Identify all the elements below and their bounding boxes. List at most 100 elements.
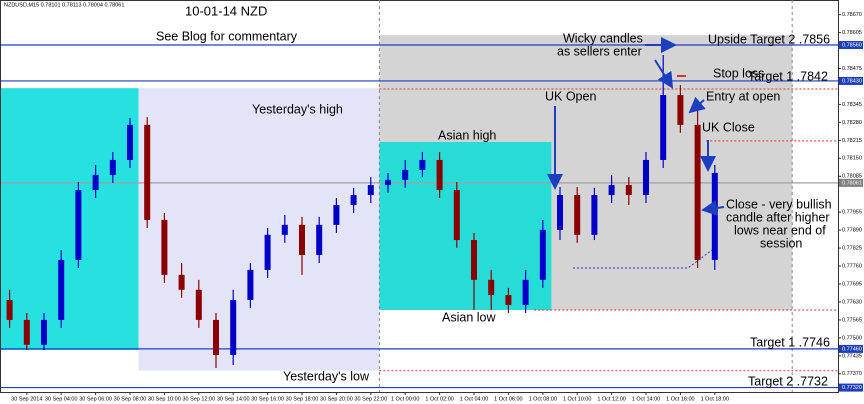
zone (138, 88, 380, 371)
annotation: UK Open (545, 89, 596, 103)
price-tag (839, 76, 863, 85)
annotations: NZDUSD,M15 0.78101 0.78113 0.78004 0.780… (4, 2, 832, 388)
y-tick-label: 0.78085 (842, 174, 862, 180)
x-tick-label: 30 Sep 20:00 (320, 396, 353, 402)
x-tick-label: 30 Sep 12:00 (182, 396, 215, 402)
x-tick-label: 30 Sep 06:00 (79, 396, 112, 402)
y-tick-label: 0.77955 (842, 210, 862, 216)
x-tick-label: 30 Sep 22:00 (354, 396, 387, 402)
arrow (701, 200, 725, 216)
candle-body (92, 174, 99, 191)
candle-body (385, 179, 391, 186)
y-tick-label: 0.78605 (842, 30, 862, 36)
candle-body (694, 124, 701, 260)
x-tick-label: 1 Oct 00:00 (391, 396, 419, 402)
x-tick-label: 1 Oct 08:00 (529, 396, 557, 402)
candle-body (127, 124, 133, 160)
y-tick-label: 0.78670 (842, 12, 862, 18)
candle-body (591, 195, 598, 235)
candle-body (350, 195, 357, 205)
candle-body (144, 124, 151, 220)
y-tick-label: 0.77370 (842, 371, 862, 377)
candle-body (677, 95, 684, 125)
annotation: Target 1 .7842 (748, 69, 828, 83)
candle-body (299, 224, 305, 255)
candle-body (471, 240, 477, 280)
symbol-info: NZDUSD,M15 0.78101 0.78113 0.78004 0.780… (4, 2, 124, 8)
y-tick-label: 0.78475 (842, 66, 862, 72)
y-tick-label: 0.77825 (842, 246, 862, 252)
annotation: Target 2 .7732 (748, 374, 828, 388)
candle-body (608, 185, 615, 196)
candle-body (625, 185, 632, 196)
y-tick-label: 0.78345 (842, 102, 862, 108)
price-tag (839, 41, 863, 50)
y-tick-label: 0.77890 (842, 228, 862, 234)
price-tag-label: 0.78560 (842, 42, 862, 48)
candle-body (436, 159, 443, 191)
candle-body (539, 229, 546, 280)
x-tick-label: 1 Oct 06:00 (494, 396, 522, 402)
annotation: UK Close (702, 120, 755, 134)
x-tick-label: 30 Sep 2014 (11, 396, 42, 402)
annotation: Yesterday's high (252, 102, 343, 116)
candle-body (230, 300, 237, 355)
candle-body (522, 279, 529, 305)
x-tick-label: 30 Sep 16:00 (251, 396, 284, 402)
chart-title: 10-01-14 NZD (185, 3, 267, 18)
candle-body (574, 195, 581, 235)
y-tick-label: 0.77435 (842, 353, 862, 359)
candle-body (316, 224, 323, 255)
annotation: Stop loss (713, 66, 764, 80)
candle-body (488, 279, 495, 296)
annotation: Upside Target 2 .7856 (708, 32, 830, 46)
candle-body (178, 274, 185, 290)
candle-body (367, 185, 374, 196)
candle-body (264, 234, 271, 270)
candle-body (505, 295, 512, 305)
y-tick-label: 0.77760 (842, 263, 862, 269)
candle-body (247, 269, 254, 301)
annotation: Wicky candles (563, 31, 643, 45)
annotation: Asian low (442, 310, 496, 324)
x-tick-label: 30 Sep 04:00 (45, 396, 78, 402)
annotation: Target 1 .7746 (750, 335, 830, 349)
price-tag-label: 0.78061 (842, 180, 862, 186)
annotation: See Blog for commentary (156, 29, 298, 43)
price-tag (839, 383, 863, 392)
annotation: Close - very bullish (726, 197, 832, 211)
candle-body (402, 169, 409, 180)
x-tick-label: 30 Sep 18:00 (286, 396, 319, 402)
annotation: as sellers enter (557, 44, 642, 58)
candle-body (419, 159, 426, 170)
candle-body (6, 300, 13, 320)
candle-body (453, 190, 460, 241)
candle-body (557, 195, 563, 230)
x-tick-label: 1 Oct 14:00 (632, 396, 660, 402)
annotation: Asian high (438, 128, 496, 142)
candle-body (23, 319, 30, 345)
candle-body (333, 204, 340, 225)
candle-body (195, 289, 202, 320)
y-tick-label: 0.78215 (842, 138, 862, 144)
candle-body (41, 319, 47, 345)
x-tick-label: 30 Sep 08:00 (114, 396, 147, 402)
x-tick-label: 1 Oct 16:00 (666, 396, 694, 402)
x-tick-label: 1 Oct 10:00 (563, 396, 591, 402)
annotation: Entry at open (706, 89, 780, 103)
y-axis-area (839, 0, 864, 404)
price-tag-label: 0.78430 (842, 78, 862, 84)
candle-body (58, 259, 65, 320)
price-tag-label: 0.77320 (842, 385, 862, 391)
annotation: Yesterday's low (283, 369, 370, 383)
candle-body (281, 224, 288, 235)
x-tick-label: 1 Oct 12:00 (597, 396, 625, 402)
candle-body (109, 159, 116, 175)
x-axis-area (0, 393, 839, 404)
y-tick-label: 0.78150 (842, 156, 862, 162)
annotation: session (760, 236, 802, 250)
candle-body (75, 190, 82, 260)
candle-body (213, 319, 219, 355)
y-tick-label: 0.78280 (842, 120, 862, 126)
